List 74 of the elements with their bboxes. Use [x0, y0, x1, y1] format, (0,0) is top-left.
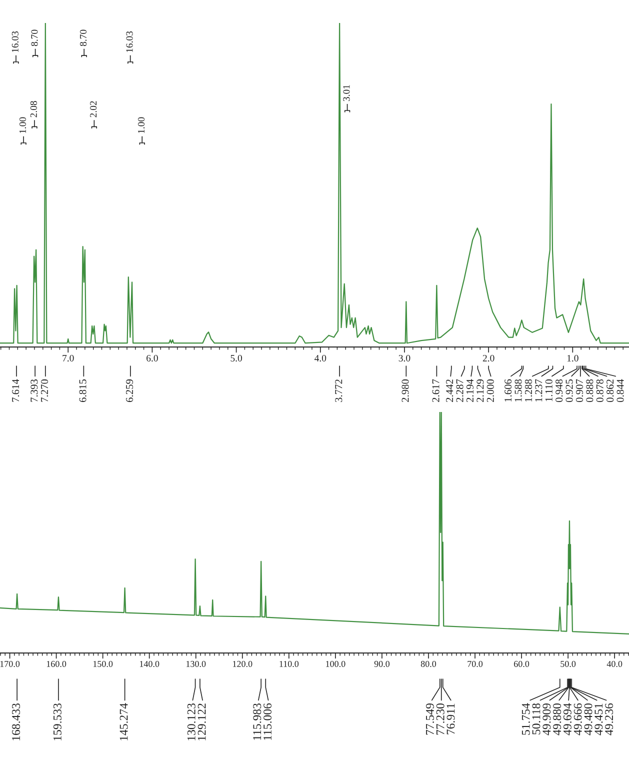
annotation: 159.533: [53, 703, 62, 740]
annotation: 1.00: [138, 117, 145, 134]
annotation: 0.862: [606, 380, 614, 402]
annotation: 0.948: [556, 379, 563, 402]
annotation: 115.006: [264, 703, 272, 740]
annotation: 51.754: [522, 703, 530, 735]
annotation: 49.666: [574, 703, 582, 736]
annotation: 49.480: [584, 703, 592, 736]
annotation: 0.844: [616, 379, 624, 402]
x-tick-label: 3.0: [398, 354, 410, 362]
annotation: 130.123: [187, 703, 196, 740]
annotation: 7.270: [40, 379, 48, 402]
x-tick-label: 50.0: [560, 660, 576, 668]
x-tick-label: 40.0: [606, 660, 622, 668]
annotation: 1.237: [535, 379, 542, 402]
annotation: 129.122: [198, 704, 206, 740]
annotation: 16.03: [12, 31, 18, 52]
annotation: 76.911: [446, 704, 455, 734]
annotation: 2.02: [90, 101, 97, 118]
annotation: 1.288: [524, 379, 532, 402]
x-tick-label: 60.0: [514, 660, 530, 668]
x-tick-label: 2.0: [482, 354, 494, 362]
annotation: 50.118: [532, 703, 540, 734]
annotation: 2.442: [446, 380, 454, 402]
annotation: 77.230: [436, 703, 444, 735]
annotation: 8.70: [31, 30, 38, 46]
x-tick-label: 5.0: [230, 354, 242, 362]
annotation: 2.287: [456, 379, 464, 402]
x-tick-label: 70.0: [468, 660, 483, 668]
annotation: 49.880: [553, 703, 562, 736]
annotation: 6.259: [126, 379, 134, 402]
annotation: 0.888: [586, 379, 594, 402]
x-tick-label: 110.0: [280, 660, 299, 668]
annotation: 49.909: [542, 703, 551, 736]
annotation: 2.129: [476, 379, 484, 402]
x-tick-label: 4.0: [314, 354, 326, 362]
x-tick-label: 150.0: [93, 660, 113, 668]
annotation: 0.907: [576, 379, 584, 402]
x-tick-label: 120.0: [233, 660, 252, 668]
annotation: 0.878: [596, 379, 604, 402]
x-tick-label: 160.0: [46, 660, 66, 668]
annotation: 2.08: [30, 101, 37, 118]
x-tick-label: 1.0: [567, 354, 578, 362]
annotation: 2.000: [486, 379, 494, 402]
annotation: 1.00: [19, 117, 26, 134]
annotation: 1.588: [514, 379, 522, 402]
x-tick-label: 170.0: [0, 660, 20, 668]
x-tick-label: 130.0: [186, 660, 206, 668]
x-tick-label: 80.0: [420, 660, 436, 668]
annotation: 16.03: [126, 31, 133, 52]
annotation: 145.274: [120, 703, 128, 740]
x-tick-label: 6.0: [146, 354, 158, 362]
x-tick-label: 140.0: [140, 660, 160, 668]
annotation: 115.983: [253, 703, 262, 740]
x-tick-label: 90.0: [374, 660, 390, 668]
annotation: 49.694: [563, 703, 572, 736]
annotation: 1.110: [545, 379, 552, 402]
annotation: 8.70: [80, 30, 87, 46]
annotation: 2.617: [432, 379, 440, 402]
annotation: 1.606: [504, 379, 512, 402]
x-tick-label: 7.0: [62, 354, 74, 362]
x-tick-label: 100.0: [326, 660, 346, 668]
annotation: 3.01: [343, 85, 350, 102]
annotation: 0.925: [566, 379, 573, 402]
annotation: 2.194: [466, 379, 474, 402]
annotation: 6.815: [79, 379, 86, 402]
annotation: 49.451: [594, 704, 603, 736]
annotation: 3.772: [335, 380, 342, 402]
annotation: 77.549: [426, 703, 434, 735]
annotation: 2.980: [402, 379, 409, 402]
annotation: 7.614: [12, 379, 20, 402]
annotation: 168.433: [12, 703, 20, 740]
annotation: 7.393: [30, 379, 38, 402]
annotation: 49.236: [605, 703, 614, 736]
